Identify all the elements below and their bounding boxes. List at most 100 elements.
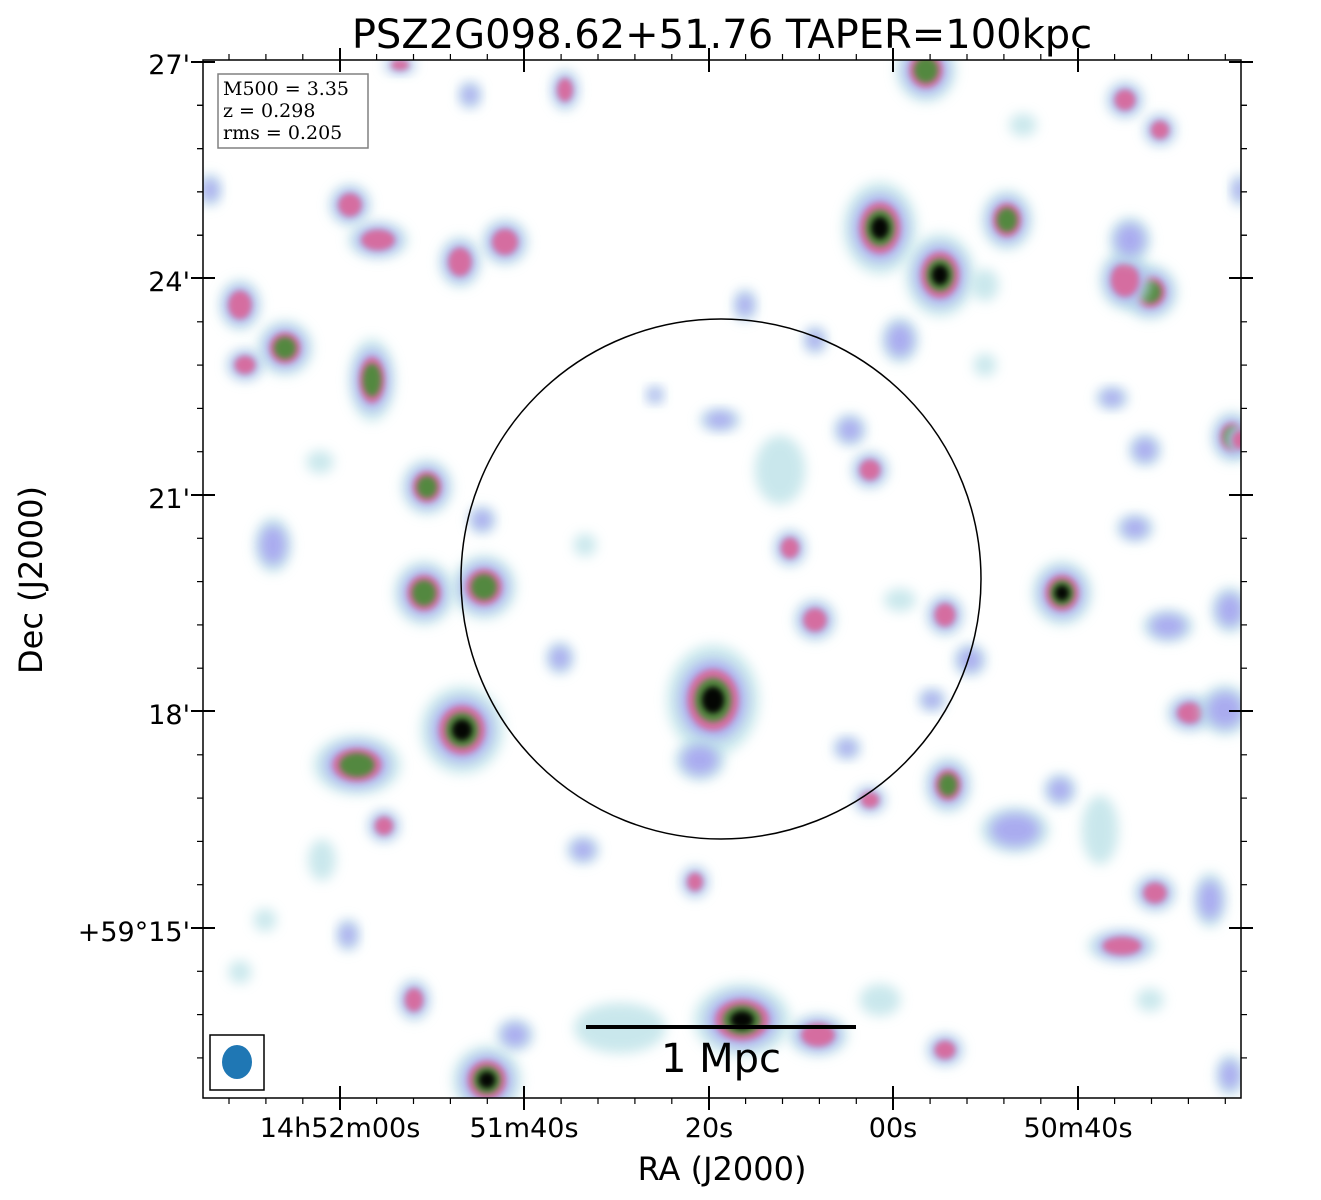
radio-source [1142,609,1194,643]
radio-source [667,644,759,756]
emission-contour [914,60,938,83]
emission-contour [934,603,956,627]
radio-source [349,338,395,422]
emission-contour [861,792,879,808]
emission-contour [648,388,662,402]
radio-source [859,983,901,1017]
radio-source [754,435,806,505]
emission-contour [701,686,725,714]
emission-contour [958,648,982,672]
emission-contour [1198,880,1222,920]
radio-source [546,641,574,675]
radio-source [693,983,791,1057]
emission-contour [573,533,597,557]
radio-source [203,173,222,207]
radio-source [973,353,997,377]
radio-source [733,288,757,322]
emission-contour [338,193,362,217]
radio-source [1128,433,1162,467]
emission-contour [736,293,754,317]
emission-contour [1110,263,1140,297]
emission-contour [1233,178,1241,202]
radio-source [452,1045,522,1098]
y-tick-label: +59°15' [78,917,190,948]
radio-source [551,69,579,111]
emission-contour [461,85,479,105]
radio-source [573,533,597,557]
radio-source [1095,386,1129,410]
radio-source [1199,684,1241,736]
radio-emission-map [203,60,1241,1098]
radio-source [336,918,360,952]
radio-source [896,60,956,103]
emission-contour [362,363,382,397]
emission-contour [1114,89,1136,111]
emission-contour [1081,795,1119,865]
info-box: M500 = 3.35 z = 0.298 rms = 0.205 [217,73,369,149]
emission-contour [886,323,914,357]
emission-contour [922,691,942,709]
radio-source [1099,250,1151,310]
figure-title: PSZ2G098.62+51.76 TAPER=100kpc [352,12,1092,58]
emission-contour [1220,1060,1240,1090]
emission-contour [253,908,277,932]
radio-source [1216,1054,1241,1096]
emission-contour [416,475,438,499]
emission-contour [1136,988,1164,1012]
x-tick-label: 51m40s [469,1113,578,1144]
y-tick-label: 24' [148,267,190,298]
emission-contour [996,208,1018,232]
radio-source [980,807,1050,853]
radio-source [981,190,1033,250]
emission-contour [306,450,334,474]
radio-source [674,739,726,781]
emission-contour [550,646,570,670]
emission-contour [938,773,958,797]
radio-source [226,348,264,382]
radio-source [1193,872,1227,928]
radio-source [1081,795,1119,865]
radio-source [1136,988,1164,1012]
y-tick-label: 27' [148,50,190,81]
y-axis-label: Dec (J2000) [12,486,50,674]
beam-box [209,1034,265,1091]
radio-source [367,809,401,843]
emission-contour [471,574,497,600]
emission-contour [1133,438,1157,462]
info-box-frame [217,73,369,149]
info-mass: M500 = 3.35 [223,78,349,100]
emission-contour [1216,593,1241,627]
emission-contour [837,739,857,757]
radio-source [843,182,917,274]
emission-contour [339,923,357,947]
radio-source [348,221,408,259]
emission-contour [203,178,219,202]
radio-source [953,643,987,677]
emission-contour [859,983,901,1017]
emission-contour [971,268,999,302]
emission-contour [838,418,862,442]
emission-contour [705,411,735,429]
radio-source [925,757,971,813]
radio-source [306,450,334,474]
emission-contour [687,873,703,891]
emission-contour [1102,937,1142,955]
radio-source [458,81,482,109]
radio-source [228,960,252,984]
emission-contour [973,353,997,377]
radio-source [833,736,861,760]
radio-source [482,219,528,265]
emission-contour [1232,431,1241,449]
radio-source [1106,81,1144,119]
y-tick-label: 18' [148,700,190,731]
radio-source [788,1014,848,1056]
emission-contour [571,840,595,860]
radio-source [1143,113,1177,147]
image-frame [202,59,1242,1099]
y-tick-labels: 27' 24' 21' 18' +59°15' [78,50,190,948]
radio-source [971,268,999,302]
emission-contour [259,525,287,565]
emission-contour [754,435,806,505]
emission-contour [730,1011,754,1029]
radio-source [313,735,401,795]
